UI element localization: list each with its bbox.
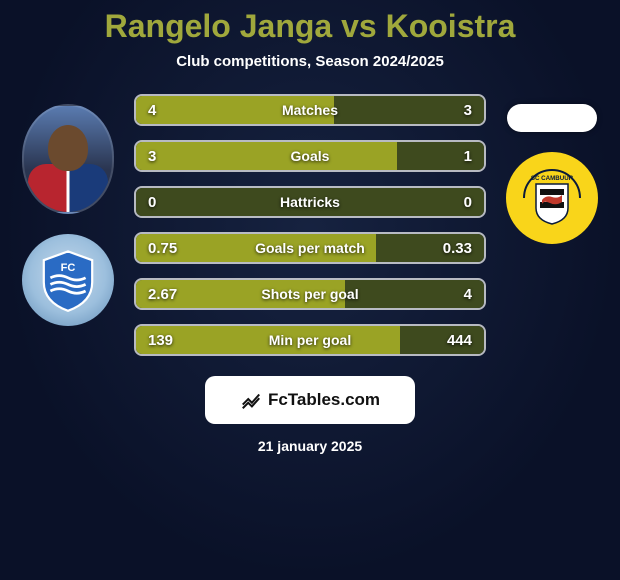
stat-value-left: 2.67 [134,286,194,303]
chart-icon [240,389,262,411]
stat-label: Goals [194,148,426,164]
stat-bar: 0 Hattricks 0 [134,186,486,218]
cambuur-shield-icon: SC CAMBUUR [516,162,588,234]
stat-bar: 139 Min per goal 444 [134,324,486,356]
brand-badge: FcTables.com [205,376,415,424]
svg-text:SC CAMBUUR: SC CAMBUUR [531,175,574,182]
stat-value-right: 1 [426,148,486,165]
eindhoven-shield-icon: FC [35,247,101,313]
club-badge-eindhoven: FC [22,234,114,326]
stat-label: Shots per goal [194,286,426,302]
stat-value-right: 4 [426,286,486,303]
comparison-area: FC 4 Matches 3 3 Goals 1 0 Hat [0,94,620,356]
brand-text: FcTables.com [268,390,380,410]
right-player-column: SC CAMBUUR [492,94,612,244]
left-player-column: FC [8,94,128,326]
stat-value-right: 0 [426,194,486,211]
stat-value-left: 139 [134,332,194,349]
footer-date: 21 january 2025 [0,438,620,454]
stat-label: Matches [194,102,426,118]
stat-bar: 3 Goals 1 [134,140,486,172]
stat-value-left: 4 [134,102,194,119]
stat-label: Goals per match [194,240,426,256]
page-title: Rangelo Janga vs Kooistra [0,8,620,45]
stat-bar: 0.75 Goals per match 0.33 [134,232,486,264]
stat-label: Hattricks [194,194,426,210]
club-badge-cambuur: SC CAMBUUR [506,152,598,244]
country-marker-right [507,104,597,132]
stat-bar: 2.67 Shots per goal 4 [134,278,486,310]
stat-value-left: 0.75 [134,240,194,257]
subtitle: Club competitions, Season 2024/2025 [0,53,620,70]
stat-value-right: 0.33 [426,240,486,257]
player-photo-left [22,104,114,214]
stat-value-left: 3 [134,148,194,165]
stat-label: Min per goal [194,332,426,348]
stat-value-left: 0 [134,194,194,211]
stat-value-right: 3 [426,102,486,119]
stats-column: 4 Matches 3 3 Goals 1 0 Hattricks 0 0.75… [128,94,492,356]
stat-value-right: 444 [426,332,486,349]
stat-bar: 4 Matches 3 [134,94,486,126]
svg-text:FC: FC [61,262,76,274]
